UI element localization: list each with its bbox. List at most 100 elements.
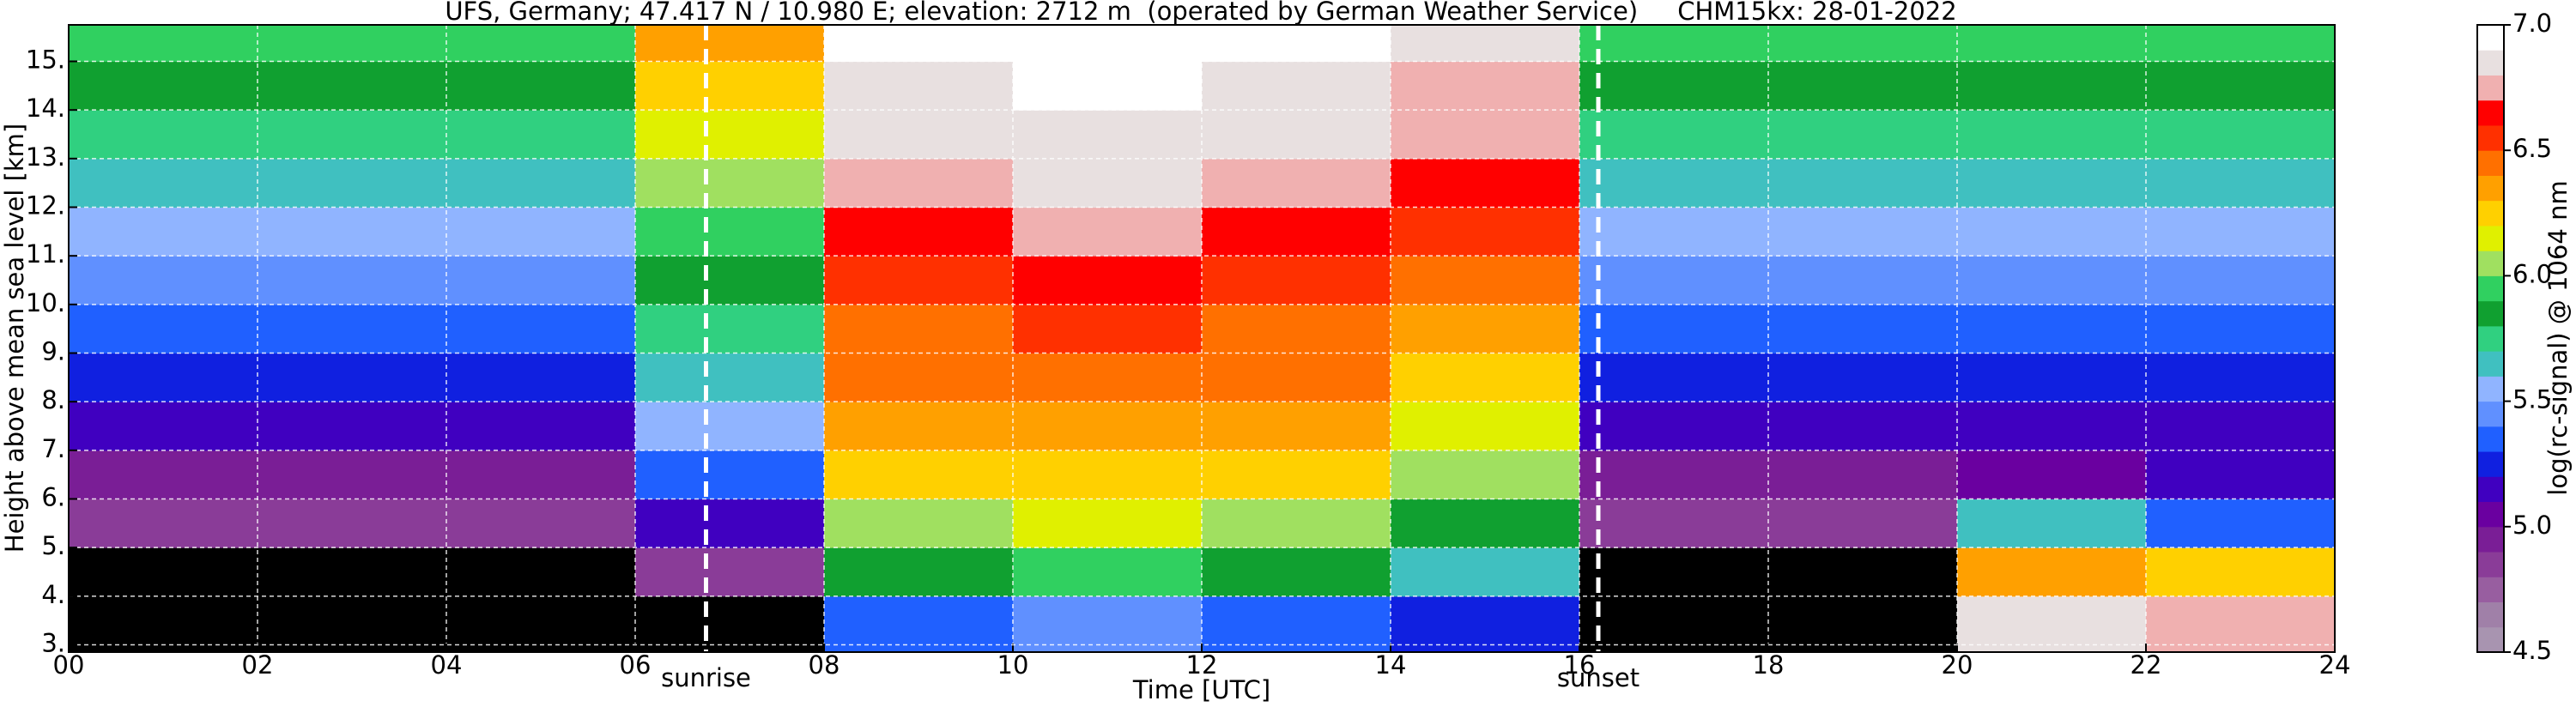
- heatmap-cell: [1391, 547, 1580, 597]
- heatmap-cell: [446, 61, 636, 111]
- heatmap-cell: [1579, 402, 1769, 451]
- heatmap-cell: [446, 256, 636, 305]
- colorbar-band: [2477, 175, 2504, 202]
- colorbar-band: [2477, 275, 2504, 302]
- heatmap-cell: [69, 158, 258, 208]
- heatmap-cell: [1957, 499, 2147, 548]
- heatmap-cell: [635, 595, 825, 653]
- heatmap-cell: [824, 304, 1014, 354]
- heatmap-cell: [446, 158, 636, 208]
- heatmap-cell: [1579, 158, 1769, 208]
- heatmap-cell: [446, 402, 636, 451]
- heatmap-cell: [635, 304, 825, 354]
- y-tick-label: 14.: [26, 94, 65, 123]
- heatmap-cell: [2146, 25, 2336, 62]
- y-tick-label: 9.: [41, 337, 65, 366]
- heatmap-cell: [1013, 158, 1203, 208]
- heatmap-cell: [1957, 207, 2147, 257]
- heatmap-cell: [258, 450, 447, 499]
- y-tick-label: 3.: [41, 629, 65, 658]
- colorbar-band: [2477, 626, 2504, 653]
- heatmap-cell: [1013, 304, 1203, 354]
- annotation-label: sunset: [1557, 663, 1640, 692]
- colorbar-band: [2477, 552, 2504, 577]
- heatmap-cell: [1768, 25, 1958, 62]
- colorbar-tick-label: 5.5: [2512, 385, 2552, 414]
- heatmap-cell: [1391, 353, 1580, 402]
- heatmap-cell: [446, 499, 636, 548]
- heatmap-cell: [635, 256, 825, 305]
- colorbar-band: [2477, 526, 2504, 553]
- heatmap-cell: [1202, 450, 1391, 499]
- heatmap-cell: [258, 304, 447, 354]
- heatmap-cell: [1957, 595, 2147, 653]
- heatmap-cell: [69, 304, 258, 354]
- heatmap-cell: [258, 595, 447, 653]
- y-tick-label: 8.: [41, 385, 65, 414]
- heatmap-cell: [69, 595, 258, 653]
- heatmap-cell: [1579, 110, 1769, 160]
- heatmap-cell: [1768, 61, 1958, 111]
- heatmap-cell: [1957, 304, 2147, 354]
- colorbar-band: [2477, 401, 2504, 427]
- chart-title: UFS, Germany; 47.417 N / 10.980 E; eleva…: [445, 0, 1956, 26]
- heatmap-cell: [1013, 450, 1203, 499]
- heatmap-cell: [1013, 353, 1203, 402]
- heatmap-cell: [258, 256, 447, 305]
- heatmap-cell: [69, 402, 258, 451]
- heatmap-cell: [635, 499, 825, 548]
- x-tick-label: 08: [809, 650, 840, 680]
- heatmap-cell: [1013, 499, 1203, 548]
- colorbar-tick-label: 4.5: [2512, 636, 2552, 665]
- heatmap-cell: [1391, 450, 1580, 499]
- heatmap-cell: [1768, 256, 1958, 305]
- colorbar-tick-label: 5.0: [2512, 511, 2552, 540]
- heatmap-cell: [2146, 256, 2336, 305]
- heatmap-cell: [2146, 402, 2336, 451]
- heatmap-cell: [1391, 158, 1580, 208]
- heatmap-cell: [69, 499, 258, 548]
- x-tick-label: 20: [1942, 650, 1973, 680]
- x-tick-label: 12: [1186, 650, 1218, 680]
- heatmap-cell: [1202, 402, 1391, 451]
- heatmap-cell: [1202, 158, 1391, 208]
- y-tick-label: 7.: [41, 434, 65, 463]
- heatmap-cell: [1768, 450, 1958, 499]
- y-tick-label: 5.: [41, 531, 65, 560]
- colorbar-tick-label: 6.0: [2512, 259, 2552, 288]
- heatmap-cell: [1013, 207, 1203, 257]
- heatmap-cell: [1957, 450, 2147, 499]
- heatmap-cell: [635, 158, 825, 208]
- x-tick-label: 06: [620, 650, 652, 680]
- colorbar-band: [2477, 351, 2504, 377]
- heatmap-cell: [1202, 304, 1391, 354]
- heatmap-cell: [1579, 25, 1769, 62]
- heatmap-cell: [1957, 61, 2147, 111]
- x-tick-label: 24: [2319, 650, 2351, 680]
- colorbar-band: [2477, 601, 2504, 628]
- heatmap-cell: [1768, 353, 1958, 402]
- heatmap-cell: [2146, 61, 2336, 111]
- heatmap-cell: [1202, 595, 1391, 653]
- colorbar-band: [2477, 100, 2504, 126]
- heatmap-cell: [1013, 110, 1203, 160]
- heatmap-cell: [69, 547, 258, 597]
- plot-frame: [68, 24, 2336, 653]
- heatmap-cell: [1391, 207, 1580, 257]
- heatmap-cell: [1957, 547, 2147, 597]
- heatmap-cell: [446, 547, 636, 597]
- heatmap-cell: [1391, 304, 1580, 354]
- annotation-label: sunrise: [661, 663, 751, 692]
- heatmap-cell: [824, 353, 1014, 402]
- heatmap-cell: [1957, 402, 2147, 451]
- y-axis-label: Height above mean sea level [km]: [0, 124, 29, 553]
- heatmap-cell: [1768, 402, 1958, 451]
- colorbar-band: [2477, 426, 2504, 452]
- colorbar-band: [2477, 577, 2504, 603]
- colorbar-band: [2477, 476, 2504, 503]
- heatmap-cell: [2146, 353, 2336, 402]
- colorbar-tick-label: 6.5: [2512, 134, 2552, 163]
- heatmap-cell: [258, 61, 447, 111]
- colorbar-band: [2477, 225, 2504, 251]
